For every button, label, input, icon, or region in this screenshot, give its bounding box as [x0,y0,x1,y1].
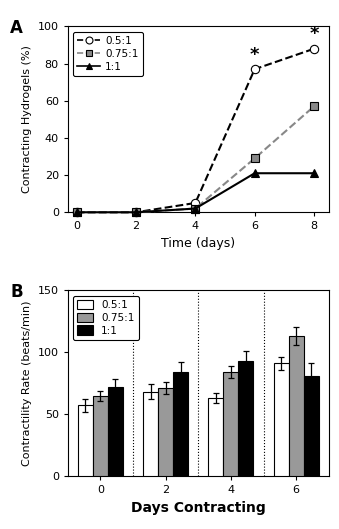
Bar [158,388,173,476]
0.5:1 [253,66,257,72]
0.75:1 [134,209,138,215]
1:1 [253,170,257,176]
0.75:1 [75,209,79,215]
Text: A: A [11,19,23,37]
Line: 0.75:1: 0.75:1 [73,102,318,216]
Text: *: * [309,25,319,43]
Bar [238,361,254,476]
Text: B: B [11,283,23,301]
Line: 1:1: 1:1 [73,169,318,216]
Bar [274,363,289,476]
Bar [208,398,223,476]
1:1 [134,209,138,215]
Legend: 0.5:1, 0.75:1, 1:1: 0.5:1, 0.75:1, 1:1 [73,32,143,76]
Text: *: * [250,45,259,63]
Bar [143,392,158,476]
Bar [223,372,238,476]
0.75:1 [193,205,197,212]
Bar [173,372,188,476]
Legend: 0.5:1, 0.75:1, 1:1: 0.5:1, 0.75:1, 1:1 [73,296,139,340]
Y-axis label: Contractility Rate (beats/min): Contractility Rate (beats/min) [22,300,32,466]
Y-axis label: Contracting Hydrogels (%): Contracting Hydrogels (%) [22,45,32,193]
1:1 [75,209,79,215]
0.75:1 [312,103,316,110]
Bar [93,396,108,476]
0.75:1 [253,155,257,161]
X-axis label: Time (days): Time (days) [161,237,235,250]
0.5:1 [193,200,197,206]
Line: 0.5:1: 0.5:1 [73,44,318,216]
0.5:1 [134,209,138,215]
Bar [78,406,93,476]
Bar [289,336,304,476]
X-axis label: Days Contracting: Days Contracting [131,500,266,515]
0.5:1 [75,209,79,215]
Bar [108,387,123,476]
Bar [304,376,319,476]
1:1 [312,170,316,176]
0.5:1 [312,45,316,52]
1:1 [193,205,197,212]
